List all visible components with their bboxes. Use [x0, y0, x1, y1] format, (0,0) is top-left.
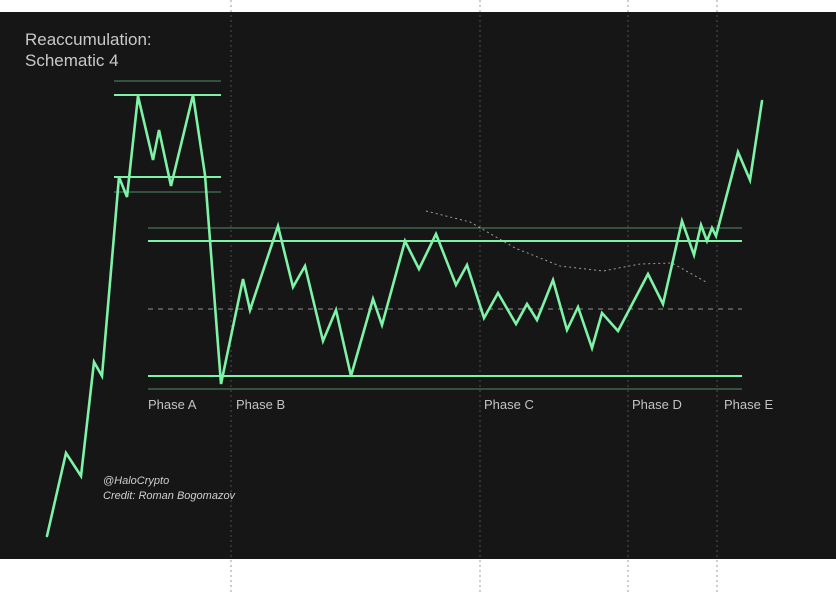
credit-author: Credit: Roman Bogomazov	[103, 490, 236, 502]
chart-title-line-1: Reaccumulation:	[25, 30, 152, 49]
chart-title-line-2: Schematic 4	[25, 51, 119, 70]
phase-b-label: Phase B	[236, 397, 286, 412]
price-line	[45, 94, 764, 538]
phase-d-label: Phase D	[632, 397, 682, 412]
phase-c-label: Phase C	[484, 397, 534, 412]
phase-a-label: Phase A	[148, 397, 197, 412]
credit-handle: @HaloCrypto	[103, 475, 170, 487]
phase-e-label: Phase E	[724, 397, 774, 412]
